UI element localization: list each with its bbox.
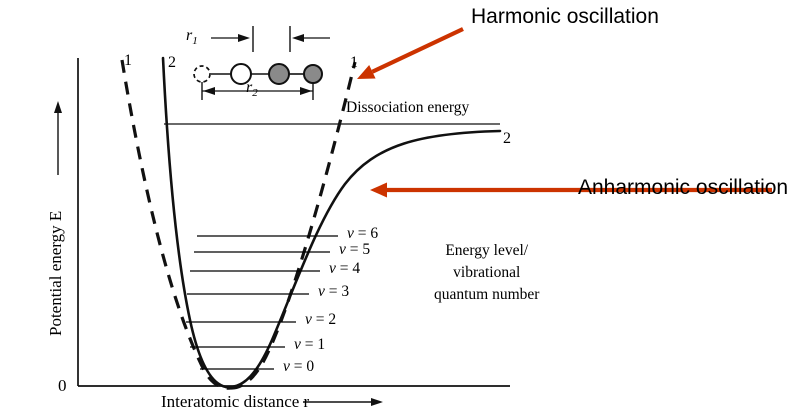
r2-arrowhead-right [300, 87, 312, 95]
y-axis-label-text: Potential energy E [46, 210, 65, 336]
r1-label-sub: 1 [192, 35, 198, 48]
r2-label-sub: 2 [252, 87, 258, 100]
harmonic-curve-label-right: 1 [350, 54, 358, 71]
dissociation-energy-label: Dissociation energy [346, 99, 470, 116]
energy-level-caption-line-2: vibrational [453, 264, 521, 281]
atom-dashed-open-icon [193, 65, 211, 83]
r1-pair-arrowhead [292, 34, 304, 42]
energy-level-label-v6: v = 6 [347, 225, 379, 242]
energy-level-label-v2: v = 2 [305, 311, 337, 328]
energy-level-label-v5: v = 5 [339, 241, 371, 258]
r1-arrowhead [238, 34, 250, 42]
anharmonic-annotation-arrowhead-icon [370, 182, 387, 198]
energy-level-label-v4: v = 4 [329, 260, 361, 277]
energy-level-caption: Energy level/ vibrational quantum number [434, 240, 539, 306]
r1-label-base: r [186, 27, 193, 44]
energy-level-label-v3: v = 3 [318, 283, 350, 300]
anharmonic-curve-label-right: 2 [503, 130, 511, 147]
energy-level-caption-line-1: Energy level/ [445, 242, 529, 259]
anharmonic-curve-label-left: 2 [168, 54, 176, 71]
molecule-schematic [193, 26, 330, 100]
harmonic-annotation-shaft [371, 27, 464, 74]
energy-level-lines [186, 235, 338, 370]
axes-group [54, 58, 510, 406]
harmonic-annotation-arrowhead-icon [357, 64, 376, 79]
energy-level-label-v0: v = 0 [283, 358, 315, 375]
energy-level-label-v1: v = 1 [294, 336, 326, 353]
y-origin-label: 0 [58, 376, 67, 395]
anharmonic-curve [161, 56, 502, 389]
x-axis-label: Interatomic distance r [161, 392, 310, 411]
y-axis-label: Potential energy E [46, 211, 66, 336]
r1-label: r1 [186, 27, 198, 47]
annotation-arrows [357, 27, 772, 198]
atom-filled-2-icon [303, 64, 323, 84]
r2-label: r2 [246, 79, 258, 99]
energy-level-caption-line-3: quantum number [434, 286, 540, 303]
r2-arrowhead-left [203, 87, 215, 95]
x-axis-arrow-icon [303, 398, 383, 406]
anharmonic-oscillation-annotation-text: Anharmonic oscillation [578, 176, 789, 199]
atom-open-icon [230, 63, 252, 85]
harmonic-curve-label-left: 1 [124, 52, 132, 69]
harmonic-oscillation-annotation-text: Harmonic oscillation [471, 5, 659, 28]
atom-filled-1-icon [268, 63, 290, 85]
y-axis-arrow-icon [54, 101, 62, 175]
r2-label-base: r [246, 79, 253, 96]
